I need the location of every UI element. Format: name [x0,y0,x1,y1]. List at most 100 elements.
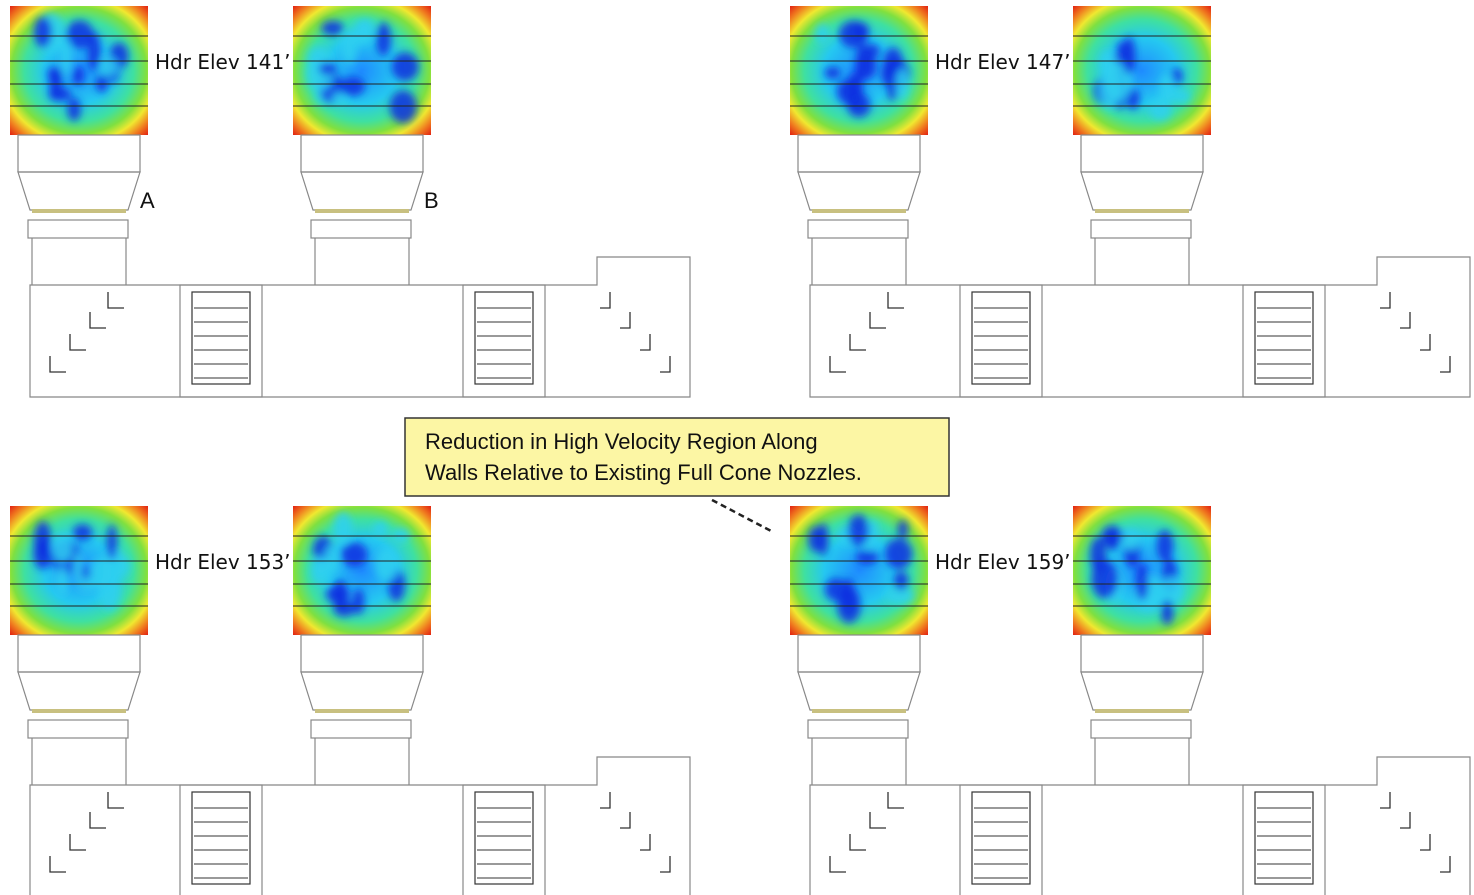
low-velocity-spot [848,515,869,547]
collar [808,720,908,738]
neck [798,135,920,172]
vane [888,792,904,808]
cone [1081,672,1203,710]
ring [315,709,409,713]
low-velocity-spot [99,573,120,611]
contour-map [1073,6,1211,135]
vane [600,792,610,808]
vane [90,812,106,828]
door [1255,792,1313,884]
callout-line: Walls Relative to Existing Full Cone Noz… [425,460,862,485]
low-velocity-spot [885,538,913,569]
ring [812,709,906,713]
vane [1400,312,1410,328]
contour-map [790,506,928,635]
riser [32,238,126,285]
ring [32,209,126,213]
elevation-label: Hdr Elev 153’ [155,550,291,574]
collar [1091,220,1191,238]
vane [1380,792,1390,808]
low-velocity-spot [376,22,391,55]
contour-map [10,506,148,635]
low-velocity-spot [321,21,343,35]
low-velocity-spot [837,79,863,105]
riser [812,238,906,285]
low-velocity-spot [1161,600,1173,625]
contour-map [1073,506,1211,635]
low-velocity-spot [95,74,108,92]
neck [1081,635,1203,672]
vane [888,292,904,308]
elevation-label: Hdr Elev 147’ [935,50,1071,74]
vane [70,334,86,350]
riser [1095,238,1189,285]
ring [315,209,409,213]
vane [830,356,846,372]
riser [315,238,409,285]
vane [108,292,124,308]
ring [32,709,126,713]
vane [640,834,650,850]
low-velocity-spot [33,539,52,570]
ring [812,209,906,213]
low-velocity-spot [326,585,350,603]
low-velocity-spot [57,565,68,595]
riser [812,738,906,785]
contour-map [293,6,431,135]
low-velocity-spot [333,512,352,544]
contour-bg [1073,6,1211,135]
vane [1440,856,1450,872]
low-velocity-spot [341,542,367,567]
low-velocity-spot [1160,74,1176,102]
door [192,292,250,384]
low-velocity-spot [73,552,83,581]
door [475,792,533,884]
low-velocity-spot [851,22,869,39]
riser [1095,738,1189,785]
neck [1081,135,1203,172]
low-velocity-spot [332,92,345,105]
door [475,292,533,384]
vane [1420,334,1430,350]
door [1255,292,1313,384]
vane [620,812,630,828]
collar [28,220,128,238]
low-velocity-spot [352,589,364,615]
vane [108,792,124,808]
nozzle-marker: A [140,188,155,213]
door [192,792,250,884]
ring [1095,709,1189,713]
duct [30,757,690,895]
low-velocity-spot [99,57,118,76]
low-velocity-spot [825,578,848,601]
low-velocity-spot [60,39,72,77]
panel: Hdr Elev 147’ [790,6,1470,397]
collar [1091,720,1191,738]
low-velocity-spot [87,32,100,72]
low-velocity-spot [72,66,84,85]
vane [870,812,886,828]
low-velocity-spot [856,550,879,565]
neck [798,635,920,672]
low-velocity-spot [67,97,81,121]
elevation-label: Hdr Elev 141’ [155,50,291,74]
low-velocity-spot [808,526,825,552]
vane [660,356,670,372]
neck [18,135,140,172]
low-velocity-spot [894,572,909,591]
vane [850,834,866,850]
low-velocity-spot [1091,560,1118,599]
low-velocity-spot [340,77,365,96]
cone [798,172,920,210]
low-velocity-spot [318,63,336,75]
door [972,792,1030,884]
diagram: Hdr Elev 141’ABHdr Elev 147’Hdr Elev 153… [0,0,1474,895]
elevation-label: Hdr Elev 159’ [935,550,1071,574]
vane [90,312,106,328]
cone [1081,172,1203,210]
low-velocity-spot [1122,36,1135,74]
collar [311,720,411,738]
low-velocity-spot [107,524,117,560]
riser [315,738,409,785]
duct [810,257,1470,397]
